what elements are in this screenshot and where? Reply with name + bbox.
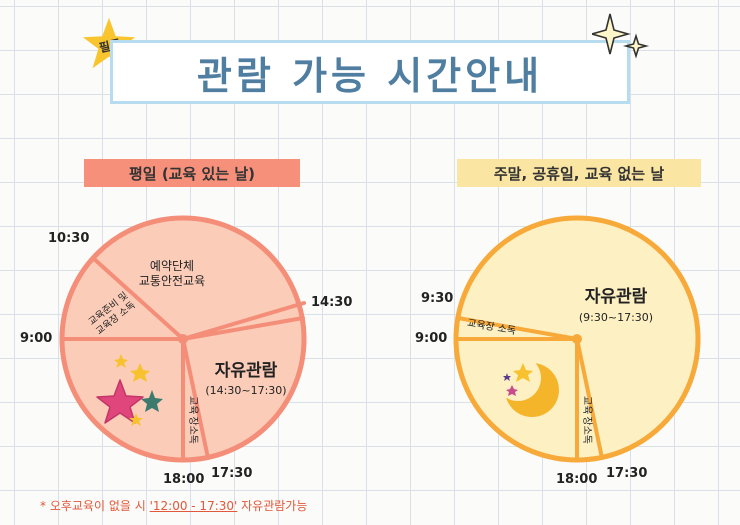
weekday-clock-center: [178, 334, 188, 344]
weekday-divider-1730: [181, 337, 210, 460]
footnote-highlight: '12:00 - 17:30': [149, 499, 238, 513]
star-decoration-icon: [503, 363, 533, 396]
weekend-divider-1730: [575, 337, 604, 460]
weekday-time-0900: 9:00: [20, 331, 53, 346]
weekday-clock: 예약단체 교통안전교육 교육준비 및 교육장 소독 자유관람 (14:30~17…: [59, 215, 307, 463]
weekend-clock: 자유관람 (9:30~17:30) 교육장 소독 교육장소독: [453, 215, 701, 463]
weekend-clock-center: [572, 334, 582, 344]
weekday-time-1030: 10:30: [48, 231, 90, 246]
weekday-divider-1430: [181, 301, 306, 341]
footnote-prefix: * 오후교육이 없을 시: [40, 499, 150, 513]
footnote-suffix: 자유관람가능: [237, 499, 308, 513]
weekday-reserved-line2: 교통안전교육: [139, 274, 205, 288]
weekend-clean-text: 교육장소독: [581, 396, 593, 444]
weekday-divider-1030: [91, 256, 185, 341]
weekend-time-1800: 18:00: [556, 472, 598, 487]
title-banner: 관람 가능 시간안내: [110, 40, 630, 104]
footnote: * 오후교육이 없을 시 '12:00 - 17:30' 자유관람가능: [40, 497, 307, 514]
weekday-time-1730: 17:30: [211, 466, 253, 481]
weekend-free-time: (9:30~17:30): [579, 311, 653, 324]
weekday-time-1800: 18:00: [163, 472, 205, 487]
star-badge-icon: [82, 17, 136, 69]
weekday-free-time: (14:30~17:30): [205, 384, 286, 397]
weekday-time-1430: 14:30: [311, 295, 353, 310]
page-title: 관람 가능 시간안내: [196, 53, 544, 98]
weekday-label: 평일 (교육 있는 날): [84, 159, 300, 187]
weekend-time-0930: 9:30: [421, 291, 454, 306]
weekday-clean-text: 교육장소독: [187, 396, 199, 444]
star-decoration-icon: [96, 354, 163, 426]
weekday-reserved-line1: 예약단체: [150, 258, 194, 273]
weekend-divider-0930: [456, 316, 579, 341]
weekend-time-0900: 9:00: [415, 331, 448, 346]
weekday-free-title: 자유관람: [215, 360, 278, 381]
sparkle-icon: [592, 13, 650, 59]
weekend-label: 주말, 공휴일, 교육 없는 날: [457, 159, 701, 187]
weekday-divider-1500: [181, 316, 305, 341]
weekend-free-title: 자유관람: [585, 286, 648, 307]
weekend-time-1730: 17:30: [606, 466, 648, 481]
